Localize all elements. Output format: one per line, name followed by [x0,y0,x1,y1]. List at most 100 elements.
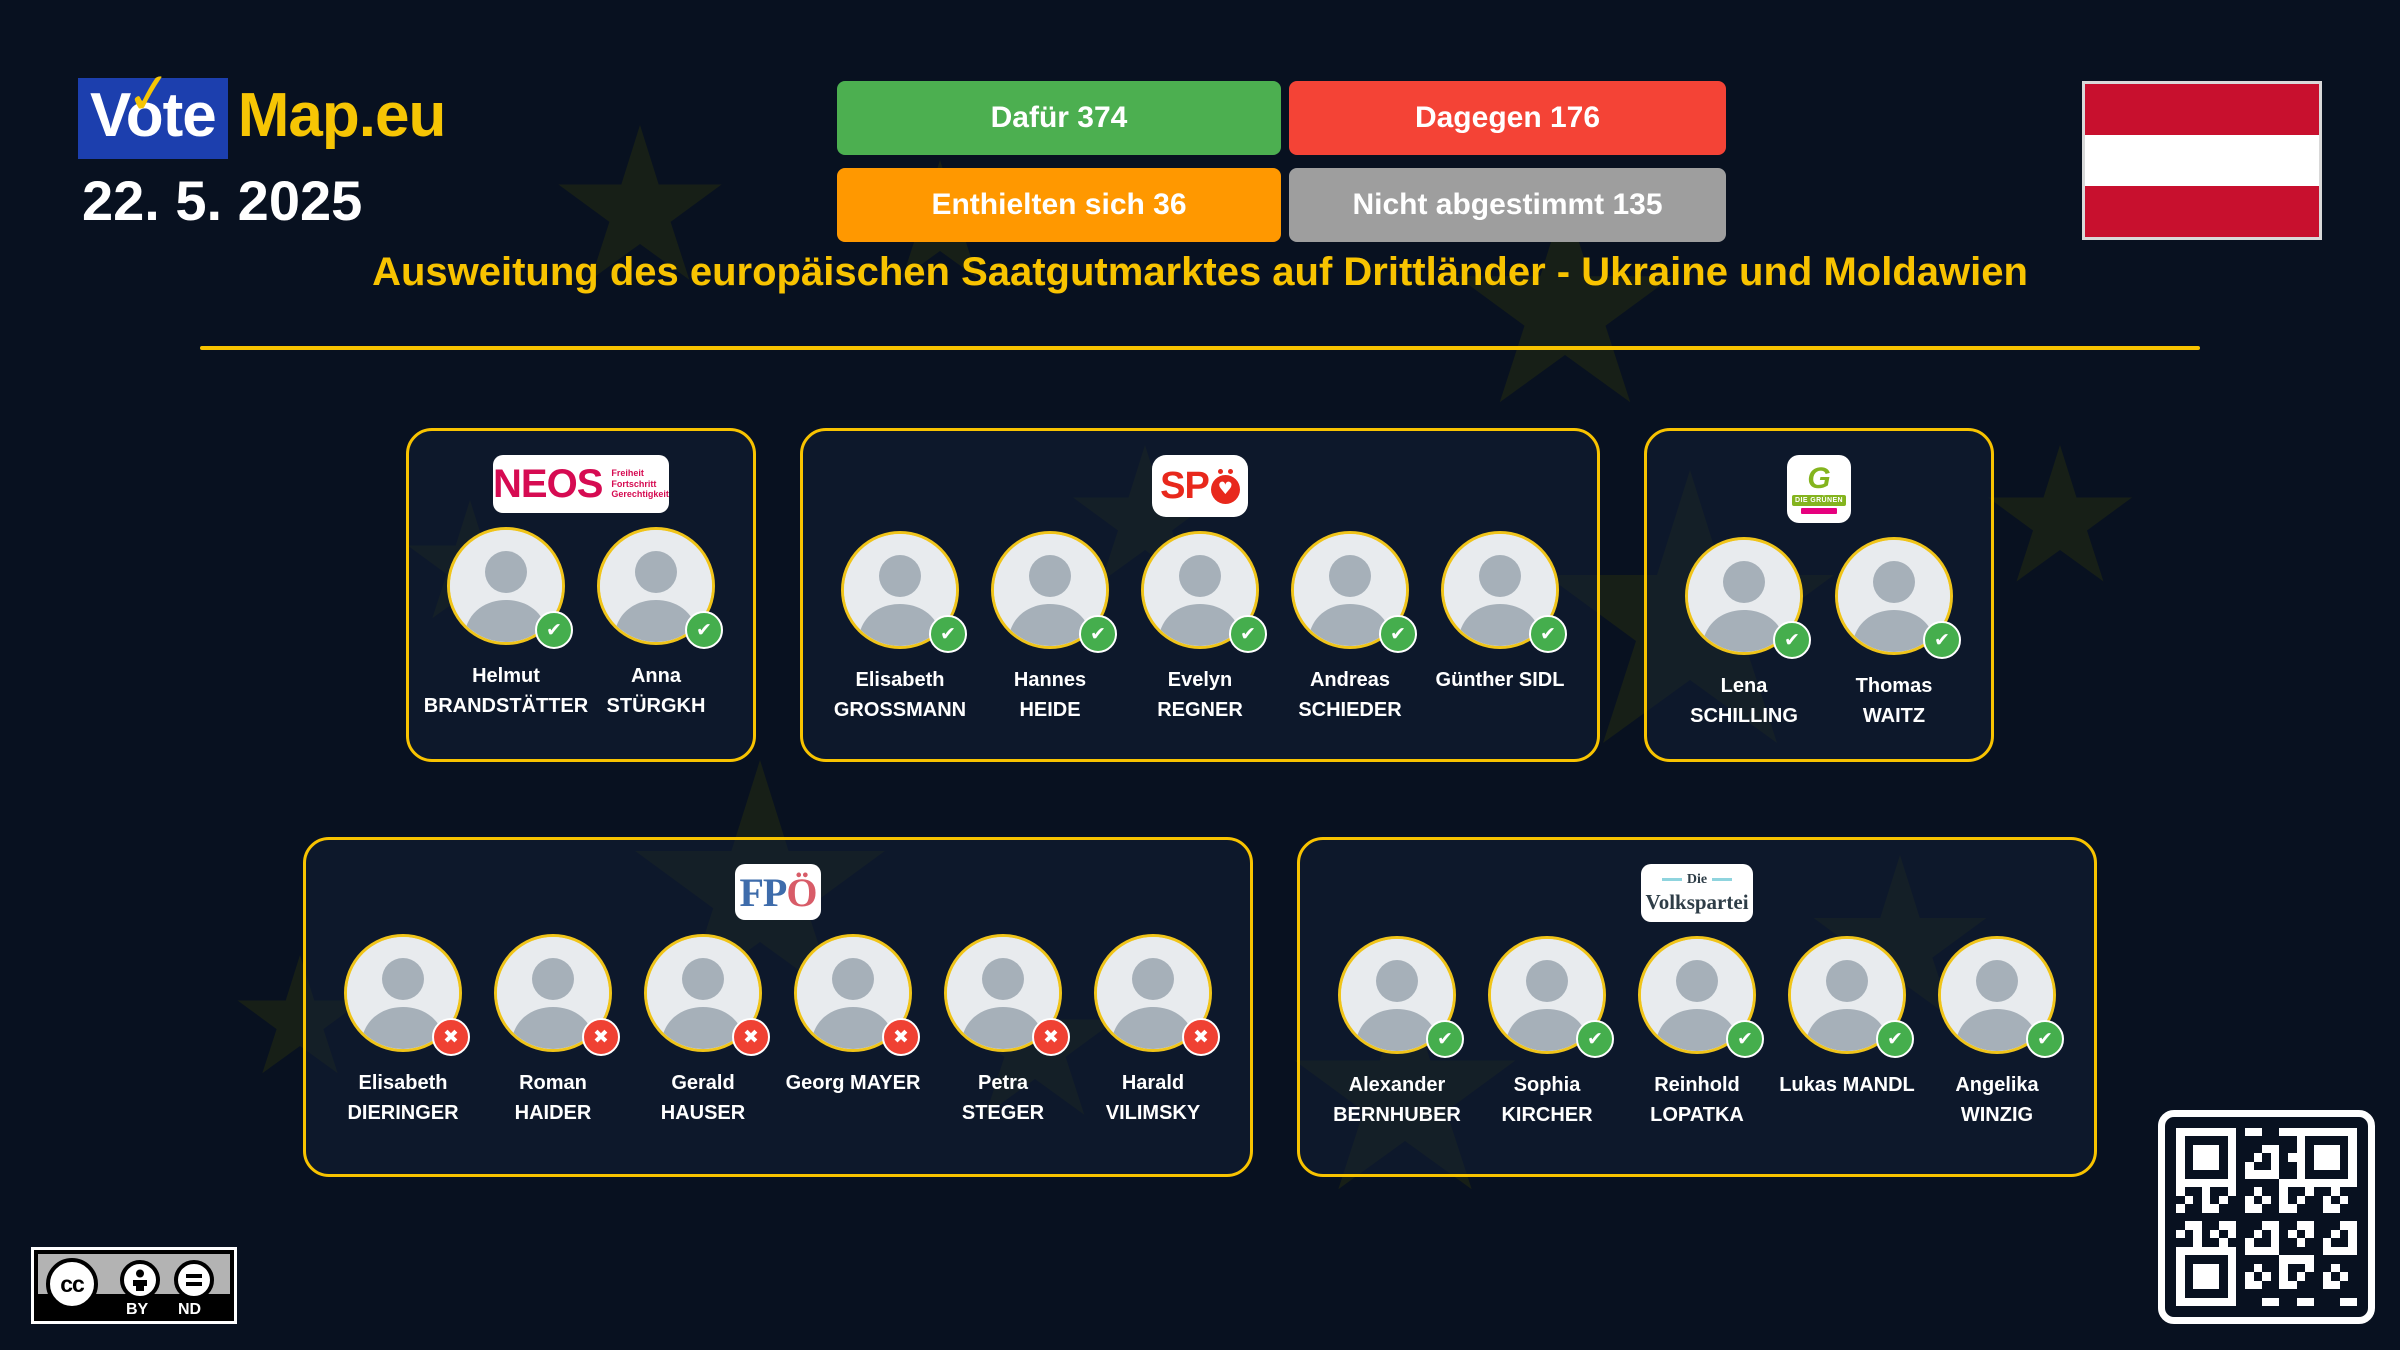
votemap-logo[interactable]: Vote ✓ Map.eu [78,60,447,159]
mep-photo-wrap: ✔ [841,531,967,653]
mep-photo-wrap: ✖ [944,934,1070,1056]
title-divider [200,346,2200,350]
mep-photo-wrap: ✖ [644,934,770,1056]
mep-photo-wrap: ✔ [1835,537,1961,659]
mep-name: Lena SCHILLING [1690,675,1798,727]
members-row: ✔ Alexander BERNHUBER ✔ Sophia KIRCHER ✔ Reinho… [1322,936,2072,1130]
vote-yes-badge: ✔ [1079,615,1117,653]
mep-photo-wrap: ✔ [1488,936,1614,1058]
vote-yes-badge: ✔ [2026,1020,2064,1058]
mep-name: Evelyn REGNER [1157,669,1243,721]
mep-card[interactable]: ✔ Helmut BRANDSTÄTTER [424,527,588,721]
members-row: ✔ Elisabeth GROSSMANN ✔ Hannes HEIDE ✔ Evelyn RE… [825,531,1575,725]
mep-name: Thomas WAITZ [1855,675,1933,727]
mep-card[interactable]: ✖ Petra STEGER [928,934,1078,1128]
mep-portrait [447,527,565,645]
vote-no-badge: ✖ [732,1018,770,1056]
mep-card[interactable]: ✔ Sophia KIRCHER [1472,936,1622,1130]
cc-nd-label: ND [178,1301,202,1318]
result-button-3[interactable]: Nicht abgestimmt 135 [1289,168,1726,242]
vote-yes-badge: ✔ [1379,615,1417,653]
vote-no-badge: ✖ [582,1018,620,1056]
vote-yes-badge: ✔ [1426,1020,1464,1058]
mep-name: Georg MAYER [785,1072,921,1094]
mep-card[interactable]: ✔ Andreas SCHIEDER [1275,531,1425,725]
party-box-neos: NEOS Freiheit Fortschritt Gerechtigkeit ✔ Hel… [406,428,756,762]
mep-card[interactable]: ✔ Günther SIDL [1425,531,1575,725]
mep-card[interactable]: ✔ Anna STÜRGKH [581,527,731,721]
party-row-2: FPÖ ✖ Elisabeth DIERINGER ✖ Roman HAIDER ✖ Geral… [0,837,2400,1177]
mep-name: Angelika WINZIG [1955,1074,2039,1126]
oevp-logo: Die Volkspartei [1641,864,1753,922]
mep-photo-wrap: ✔ [597,527,723,649]
party-row-1: NEOS Freiheit Fortschritt Gerechtigkeit ✔ Hel… [0,428,2400,762]
vote-yes-badge: ✔ [685,611,723,649]
mep-name: Harald VILIMSKY [1105,1072,1201,1124]
party-box-oevp: Die Volkspartei ✔ Alexander BERNHUBER ✔ Sophia… [1297,837,2097,1177]
gruene-logo: G DIE GRÜNEN [1787,455,1851,523]
vote-yes-badge: ✔ [1576,1020,1614,1058]
vote-no-badge: ✖ [1182,1018,1220,1056]
mep-card[interactable]: ✔ Elisabeth GROSSMANN [825,531,975,725]
brand-vote-text: Vote [90,81,217,150]
vote-yes-badge: ✔ [1726,1020,1764,1058]
mep-card[interactable]: ✔ Lena SCHILLING [1669,537,1819,731]
mep-card[interactable]: ✔ Hannes HEIDE [975,531,1125,725]
spoe-logo: SP ♥ [1152,455,1248,517]
cc-nd-icon [174,1260,214,1300]
vote-no-badge: ✖ [882,1018,920,1056]
brand-map-text: Map.eu [237,81,447,150]
mep-card[interactable]: ✔ Alexander BERNHUBER [1322,936,1472,1130]
mep-photo-wrap: ✖ [794,934,920,1056]
mep-card[interactable]: ✖ Georg MAYER [778,934,928,1128]
mep-photo-wrap: ✔ [1788,936,1914,1058]
vote-yes-badge: ✔ [1773,621,1811,659]
vote-yes-badge: ✔ [1923,621,1961,659]
mep-photo-wrap: ✖ [344,934,470,1056]
vote-yes-badge: ✔ [929,615,967,653]
cc-license-badge[interactable]: cc BY ND [31,1247,237,1324]
vote-yes-badge: ✔ [1529,615,1567,653]
qr-code [2158,1110,2375,1324]
mep-card[interactable]: ✔ Reinhold LOPATKA [1622,936,1772,1130]
mep-name: Elisabeth GROSSMANN [833,669,967,721]
result-button-1[interactable]: Dagegen 176 [1289,81,1726,155]
mep-portrait [1441,531,1559,649]
mep-card[interactable]: ✖ Gerald HAUSER [628,934,778,1128]
mep-photo-wrap: ✔ [1338,936,1464,1058]
mep-name: Elisabeth DIERINGER [347,1072,459,1124]
mep-name: Alexander BERNHUBER [1333,1074,1461,1126]
members-row: ✔ Lena SCHILLING ✔ Thomas WAITZ [1669,537,1969,731]
mep-card[interactable]: ✖ Roman HAIDER [478,934,628,1128]
result-button-0[interactable]: Dafür 374 [837,81,1281,155]
neos-logo: NEOS Freiheit Fortschritt Gerechtigkeit [493,455,669,513]
mep-portrait [1788,936,1906,1054]
mep-card[interactable]: ✔ Thomas WAITZ [1819,537,1969,731]
vote-no-badge: ✖ [432,1018,470,1056]
mep-card[interactable]: ✔ Evelyn REGNER [1125,531,1275,725]
mep-photo-wrap: ✔ [447,527,573,649]
mep-name: Petra STEGER [961,1072,1045,1124]
mep-card[interactable]: ✖ Elisabeth DIERINGER [328,934,478,1128]
mep-name: Gerald HAUSER [660,1072,746,1124]
vote-title: Ausweitung des europäischen Saatgutmarkt… [372,250,2028,294]
party-box-spoe: SP ♥ ✔ Elisabeth GROSSMANN ✔ Hannes HEIDE ✔ Evely… [800,428,1600,762]
mep-name: Günther SIDL [1435,669,1565,691]
vote-yes-badge: ✔ [1229,615,1267,653]
mep-name: Hannes HEIDE [1013,669,1087,721]
mep-card[interactable]: ✔ Lukas MANDL [1772,936,1922,1130]
qr-grid [2176,1128,2357,1306]
result-button-2[interactable]: Enthielten sich 36 [837,168,1281,242]
mep-portrait [1291,531,1409,649]
mep-photo-wrap: ✔ [1638,936,1764,1058]
mep-card[interactable]: ✔ Angelika WINZIG [1922,936,2072,1130]
checkmark-icon: ✓ [122,59,176,130]
mep-name: Helmut BRANDSTÄTTER [423,665,589,717]
vote-yes-badge: ✔ [1876,1020,1914,1058]
vote-no-badge: ✖ [1032,1018,1070,1056]
mep-photo-wrap: ✔ [991,531,1117,653]
mep-card[interactable]: ✖ Harald VILIMSKY [1078,934,1228,1128]
vote-results: Dafür 374 Dagegen 176 Enthielten sich 36 Ni… [837,81,1726,242]
mep-photo-wrap: ✔ [1291,531,1417,653]
flag-stripe [2085,135,2319,186]
